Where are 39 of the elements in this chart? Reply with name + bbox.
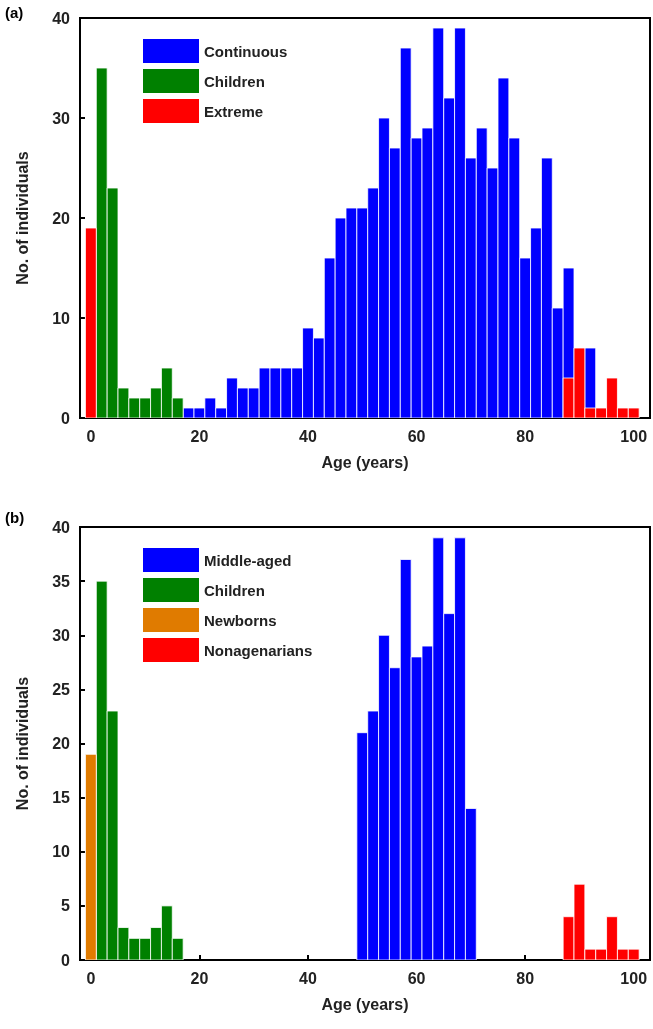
y-tick-label: 25 [52,680,71,698]
legend-label: Nonagenarians [204,641,313,659]
legend-label: Newborns [204,611,277,629]
y-tick-label: 20 [52,209,71,227]
y-tick-label: 0 [61,951,71,969]
y-tick-label: 35 [52,572,71,590]
x-tick-label: 60 [407,427,426,445]
x-tick-label: 60 [407,969,426,987]
y-tick-label: 10 [52,843,71,861]
x-tick-label: 20 [190,427,209,445]
chart-title: (b) [5,509,25,526]
x-tick-label: 40 [299,969,317,987]
x-tick-label: 0 [86,427,96,445]
legend-label: Continuous [204,42,288,60]
legend-label: Children [204,581,265,599]
x-tick-label: 80 [516,969,535,987]
y-tick-label: 20 [52,735,71,752]
y-tick-label: 15 [52,789,71,807]
y-tick-label: 0 [61,409,71,427]
x-tick-label: 40 [299,427,317,445]
y-axis-title: No. of individuals [13,676,31,811]
legend-label: Children [204,72,265,90]
x-axis-title: Age (years) [321,453,409,471]
x-tick-label: 20 [190,969,209,987]
x-tick-label: 0 [86,969,96,987]
y-tick-label: 40 [52,9,71,27]
y-tick-label: 40 [52,518,71,536]
y-tick-label: 10 [52,309,71,327]
y-tick-label: 5 [61,897,71,915]
y-tick-label: 30 [52,626,71,644]
x-tick-label: 100 [620,969,648,987]
x-tick-label: 100 [620,427,648,445]
x-axis-title: Age (years) [321,995,409,1013]
y-tick-label: 30 [52,109,71,127]
chart-title: (a) [5,4,24,21]
x-tick-label: 80 [516,427,535,445]
legend-label: Middle-aged [204,551,292,569]
legend-label: Extreme [204,102,264,120]
y-axis-title: No. of individuals [13,151,31,285]
